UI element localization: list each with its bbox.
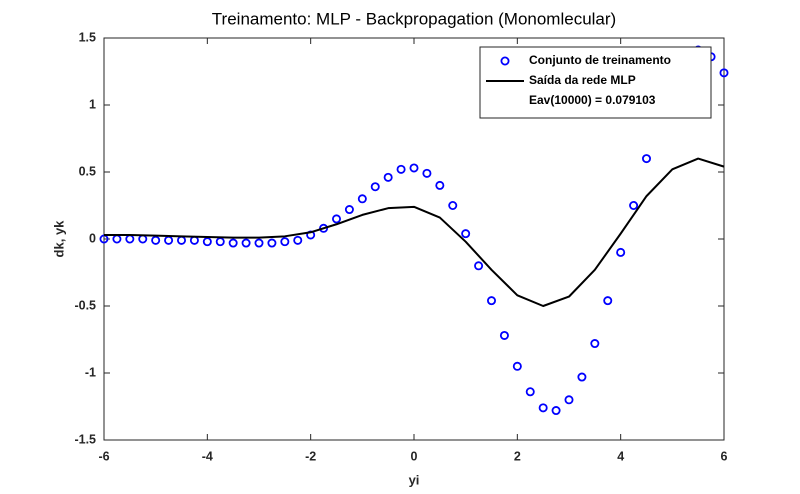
y-tick-label: 0 [89, 231, 96, 245]
y-tick-label: 0.5 [79, 164, 96, 178]
data-point [396, 164, 406, 174]
data-point [486, 296, 496, 306]
x-tick-label: 4 [617, 449, 624, 463]
data-point [512, 361, 522, 371]
legend-label: Saída da rede MLP [529, 73, 636, 87]
x-axis-label: yi [409, 472, 420, 487]
chart-title: Treinamento: MLP - Backpropagation (Mono… [212, 9, 616, 28]
data-point [409, 163, 419, 173]
y-axis-label: dk, yk [51, 220, 66, 258]
data-point [331, 214, 341, 224]
y-tick-label: 1 [89, 97, 96, 111]
y-tick-label: -1.5 [74, 432, 96, 446]
data-point [629, 200, 639, 210]
data-point [538, 403, 548, 413]
x-tick-label: 0 [411, 449, 418, 463]
data-point [370, 182, 380, 192]
data-point [267, 238, 277, 248]
data-point [642, 154, 652, 164]
data-point [228, 238, 238, 248]
data-point [151, 235, 161, 245]
x-tick-label: -4 [202, 449, 213, 463]
data-point [383, 172, 393, 182]
data-point [293, 235, 303, 245]
y-tick-label: -0.5 [74, 298, 96, 312]
data-point [616, 247, 626, 257]
data-point [461, 229, 471, 239]
data-point [357, 194, 367, 204]
x-tick-label: -6 [98, 449, 109, 463]
data-point [422, 168, 432, 178]
data-point [577, 372, 587, 382]
y-tick-label: -1 [85, 365, 96, 379]
data-line [104, 157, 725, 307]
data-point [254, 238, 264, 248]
data-point [564, 395, 574, 405]
data-point [551, 406, 561, 416]
legend-box [479, 46, 712, 119]
legend-marker [500, 56, 510, 66]
data-point [202, 237, 212, 247]
data-point [280, 237, 290, 247]
data-point [474, 261, 484, 271]
data-point [719, 68, 729, 78]
data-point [241, 238, 251, 248]
data-point [435, 180, 445, 190]
data-point [525, 387, 535, 397]
x-tick-label: 6 [721, 449, 728, 463]
data-point [448, 200, 458, 210]
legend-label: Conjunto de treinamento [529, 53, 671, 67]
x-tick-label: 2 [514, 449, 521, 463]
data-point [603, 296, 613, 306]
x-tick-label: -2 [305, 449, 316, 463]
data-point [499, 330, 509, 340]
data-point [590, 339, 600, 349]
y-tick-label: 1.5 [79, 30, 96, 44]
data-point [319, 223, 329, 233]
data-point [344, 205, 354, 215]
legend-note: Eav(10000) = 0.079103 [529, 93, 656, 107]
